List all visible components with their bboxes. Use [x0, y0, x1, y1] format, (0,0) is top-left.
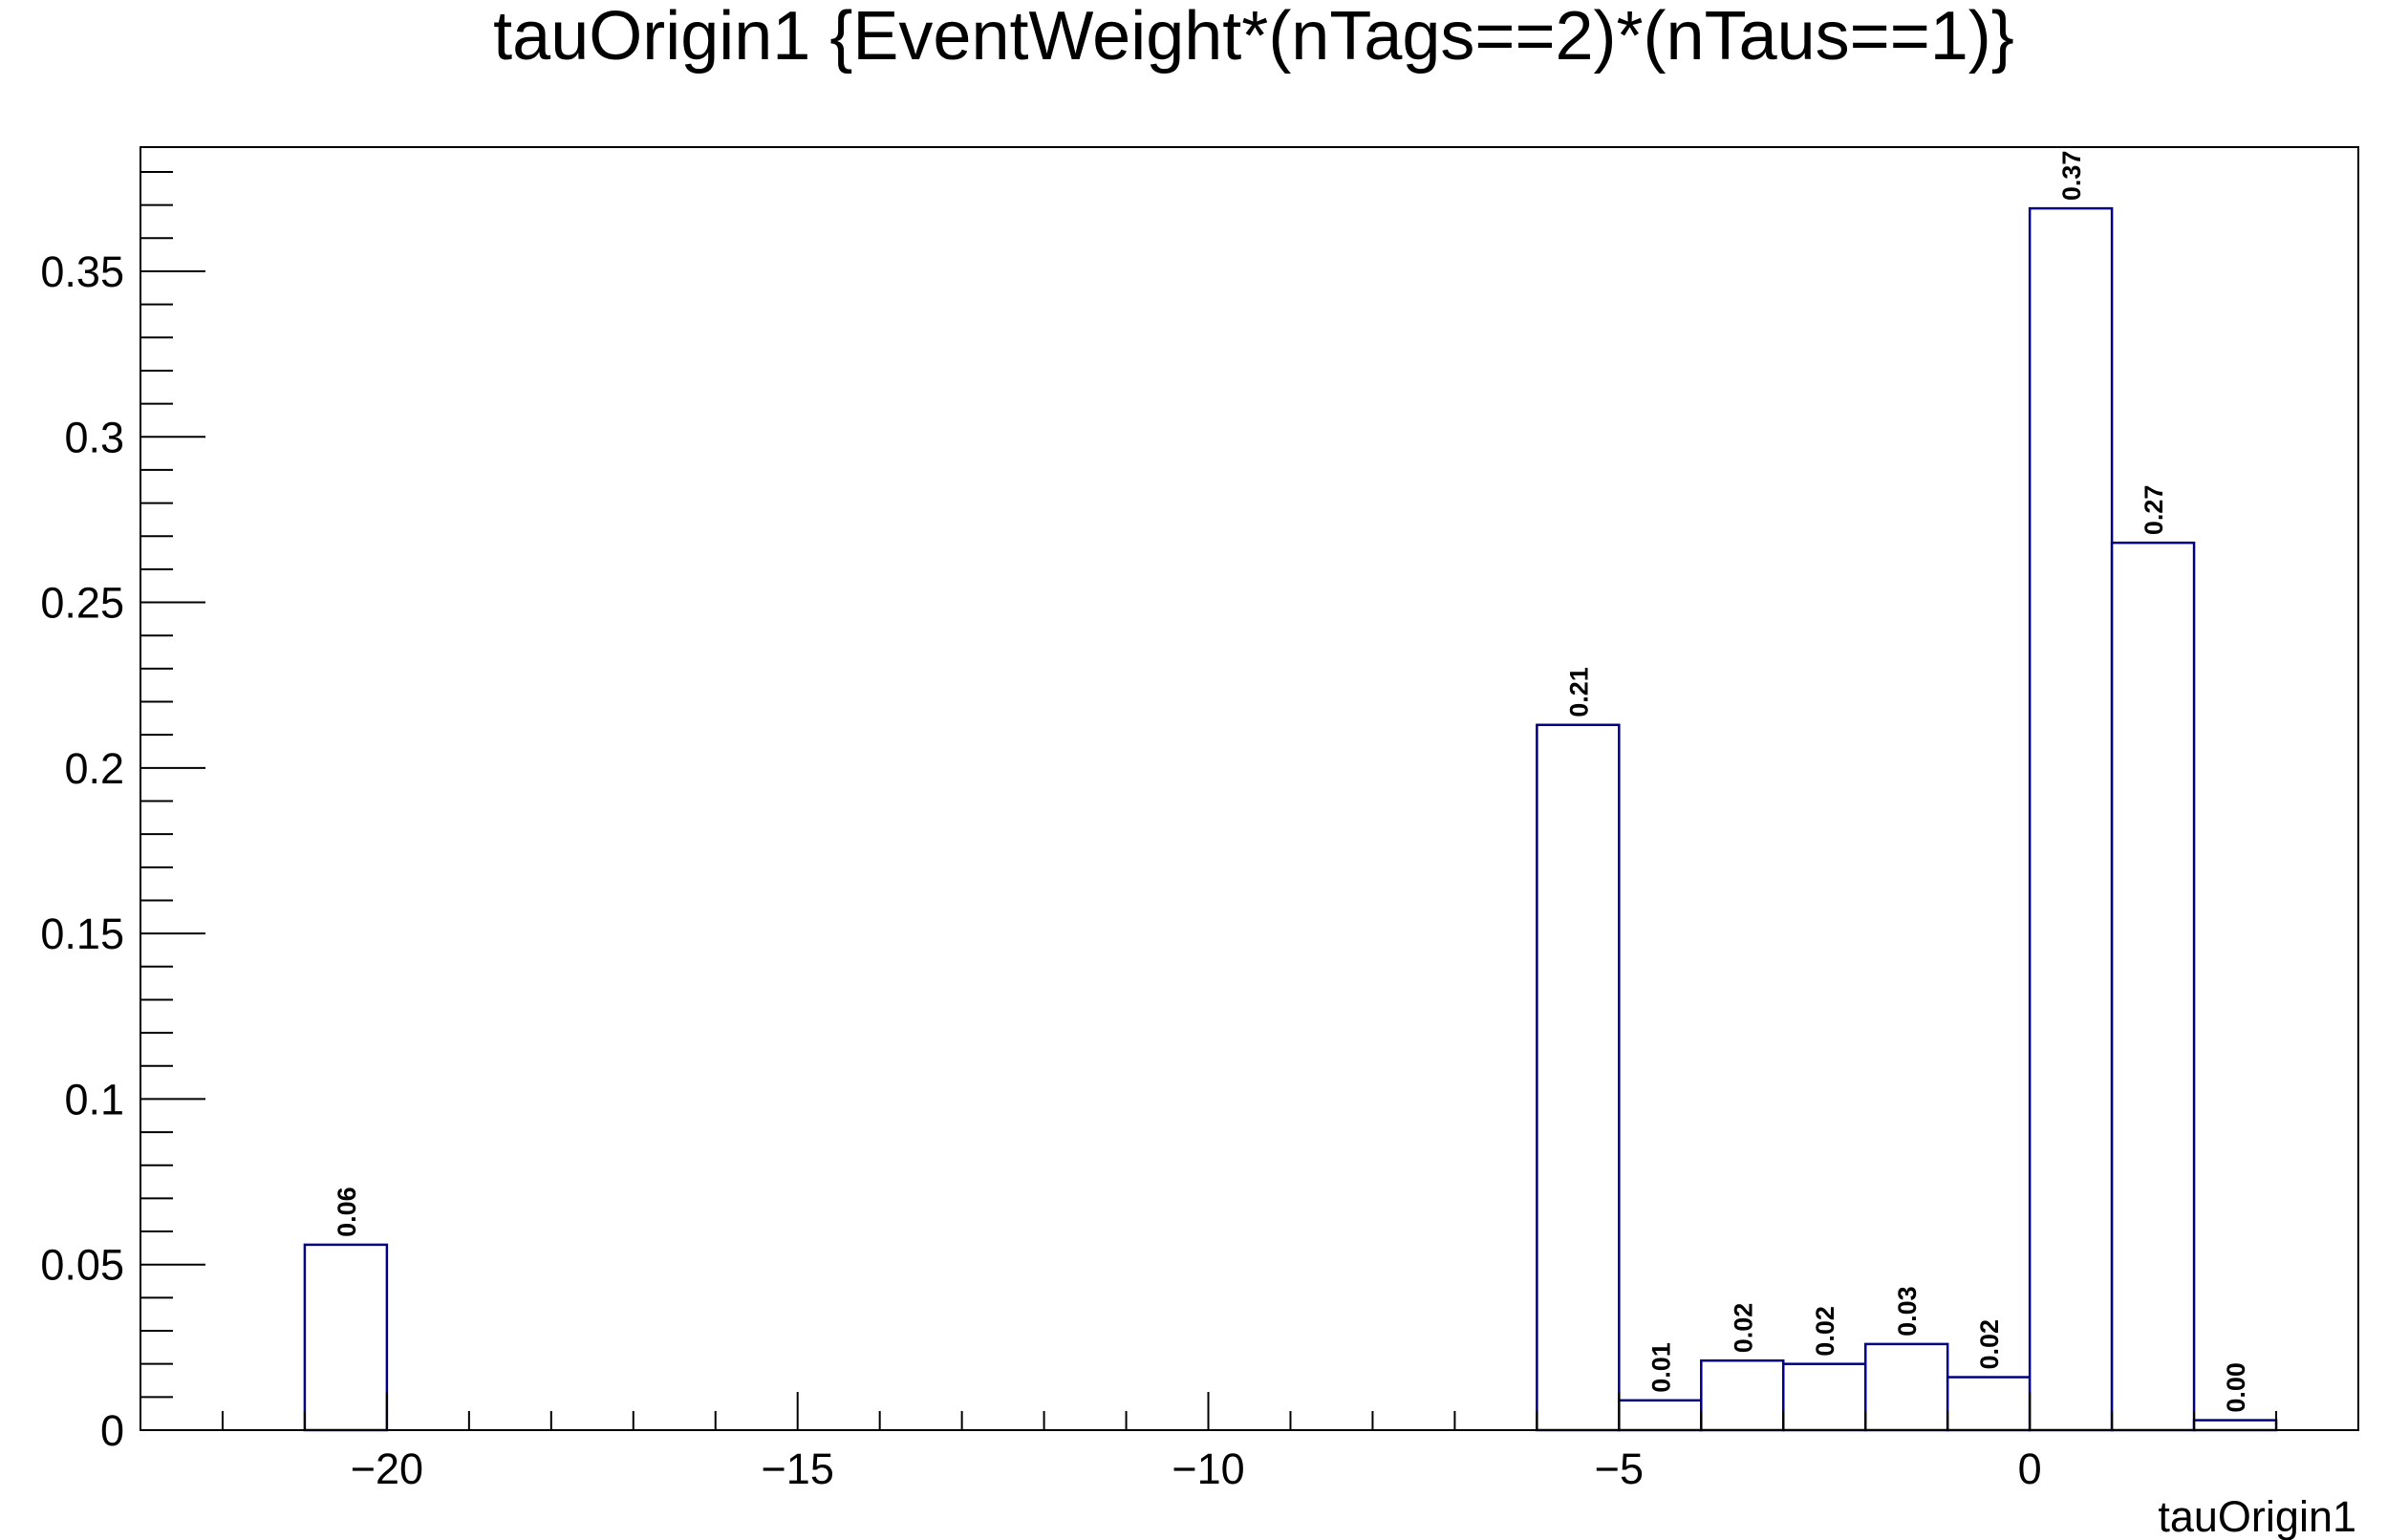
y-tick-label: 0 [100, 1406, 124, 1455]
x-tick-label: 0 [2018, 1444, 2042, 1493]
plot-frame [140, 146, 2359, 1431]
bar-value-label: 0.37 [2057, 151, 2086, 202]
bar-value-label: 0.21 [1564, 667, 1593, 717]
y-tick-label: 0.25 [40, 579, 124, 628]
y-tick-label: 0.2 [64, 744, 124, 793]
y-axis: 0 0.05 0.1 0.15 0.2 0.25 0.3 0.35 [40, 170, 205, 1455]
bar-value-label: 0.02 [1975, 1319, 2004, 1370]
bar-value-label: 0.01 [1646, 1342, 1675, 1393]
histogram-bar [303, 1243, 389, 1432]
histogram-bar [2110, 541, 2196, 1432]
bar-value-label: 0.00 [2222, 1362, 2250, 1413]
x-tick-label: −10 [1172, 1444, 1244, 1493]
bar-value-label: 0.02 [1729, 1303, 1757, 1354]
x-axis-label: tauOrigin1 [2158, 1492, 2356, 1540]
histogram-bar [1946, 1376, 2032, 1432]
y-tick-label: 0.3 [64, 413, 124, 461]
bar-value-label: 0.06 [333, 1187, 361, 1237]
bar-value-label: 0.03 [1893, 1286, 1922, 1337]
histogram-bar [2028, 206, 2114, 1432]
histogram-bar [1536, 723, 1621, 1432]
histogram-bar [1618, 1399, 1703, 1432]
histogram-bar [1863, 1342, 1949, 1432]
bar-value-label: 0.27 [2140, 485, 2168, 536]
chart-title: tauOrigin1 {EventWeight*(nTags==2)*(nTau… [493, 0, 2014, 75]
histogram-bar [2192, 1419, 2278, 1432]
bar-value-label: 0.02 [1811, 1306, 1839, 1357]
bar-value-labels: 0.06 0.21 0.01 0.02 0.02 0.03 0.02 0.37 0.27 0.00 [333, 151, 2250, 1413]
y-tick-label: 0.05 [40, 1241, 124, 1290]
x-tick-label: −15 [762, 1444, 834, 1493]
histogram-bars [303, 206, 2278, 1432]
x-tick-label: −5 [1595, 1444, 1644, 1493]
y-tick-label: 0.1 [64, 1075, 124, 1123]
histogram-bar [1782, 1362, 1867, 1432]
x-tick-label: −20 [351, 1444, 423, 1493]
histogram-bar [1700, 1358, 1785, 1432]
y-tick-label: 0.35 [40, 247, 124, 296]
x-axis: −20 −15 −10 −5 0 [140, 1392, 2359, 1493]
y-tick-label: 0.15 [40, 909, 124, 958]
